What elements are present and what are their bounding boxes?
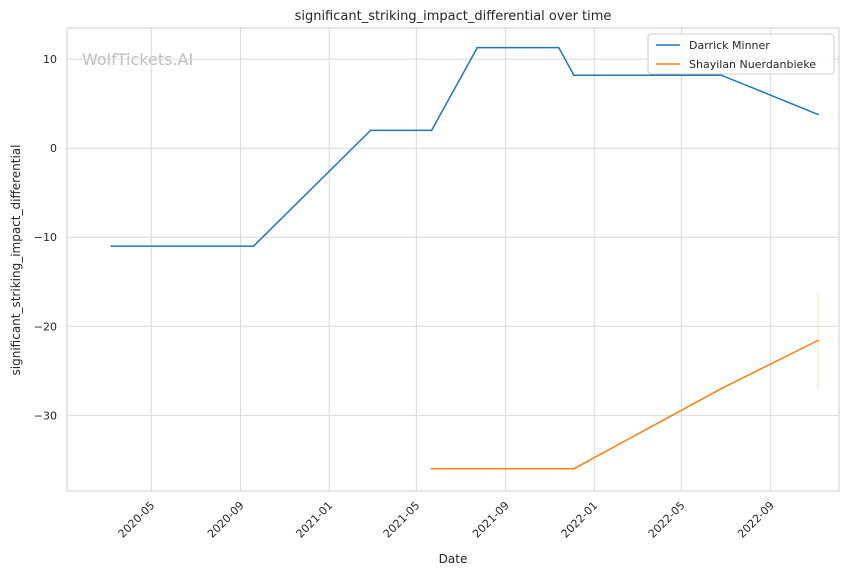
plot-frame	[66, 27, 840, 492]
data-point	[430, 467, 433, 470]
data-point	[110, 245, 113, 248]
data-point	[720, 74, 723, 77]
y-tick-label: −30	[34, 409, 57, 422]
y-axis-label: significant_striking_impact_differential	[9, 145, 23, 376]
data-point	[430, 129, 433, 132]
grid	[67, 28, 839, 491]
x-tick-label: 2022-09	[735, 499, 777, 541]
y-tick-label: −20	[34, 320, 57, 333]
series-line	[111, 46, 819, 247]
y-tick-label: −10	[34, 231, 57, 244]
series-0	[110, 46, 819, 248]
legend: Darrick Minner Shayilan Nuerdanbieke	[647, 33, 835, 75]
x-tick-label: 2020-05	[116, 499, 158, 541]
series-line	[431, 339, 819, 470]
chart-title: significant_striking_impact_differential…	[295, 9, 612, 24]
x-axis: 2020-05 2020-09 2021-01 2021-05 2021-09 2022-…	[116, 499, 777, 541]
x-tick-label: 2022-05	[646, 499, 688, 541]
y-tick-label: 10	[43, 53, 57, 66]
data-point	[557, 46, 560, 49]
plot-series	[110, 46, 819, 470]
data-point	[573, 74, 575, 77]
data-point	[817, 113, 819, 116]
data-point	[720, 387, 723, 390]
legend-box	[647, 33, 835, 75]
x-axis-label: Date	[439, 552, 468, 566]
x-tick-label: 2021-05	[381, 499, 423, 541]
series-1	[430, 293, 819, 470]
data-point	[573, 467, 575, 470]
x-tick-label: 2022-01	[559, 499, 601, 541]
x-tick-label: 2021-01	[294, 499, 336, 541]
legend-entry: Darrick Minner	[689, 39, 770, 52]
x-tick-label: 2020-09	[205, 499, 247, 541]
data-point	[817, 339, 819, 342]
x-tick-label: 2021-09	[470, 499, 512, 541]
data-point	[369, 129, 372, 132]
y-tick-label: 0	[50, 142, 57, 155]
data-point	[476, 46, 479, 49]
y-axis: 10 0 −10 −20 −30	[34, 53, 57, 422]
data-point	[252, 245, 255, 248]
legend-entry: Shayilan Nuerdanbieke	[689, 58, 816, 71]
